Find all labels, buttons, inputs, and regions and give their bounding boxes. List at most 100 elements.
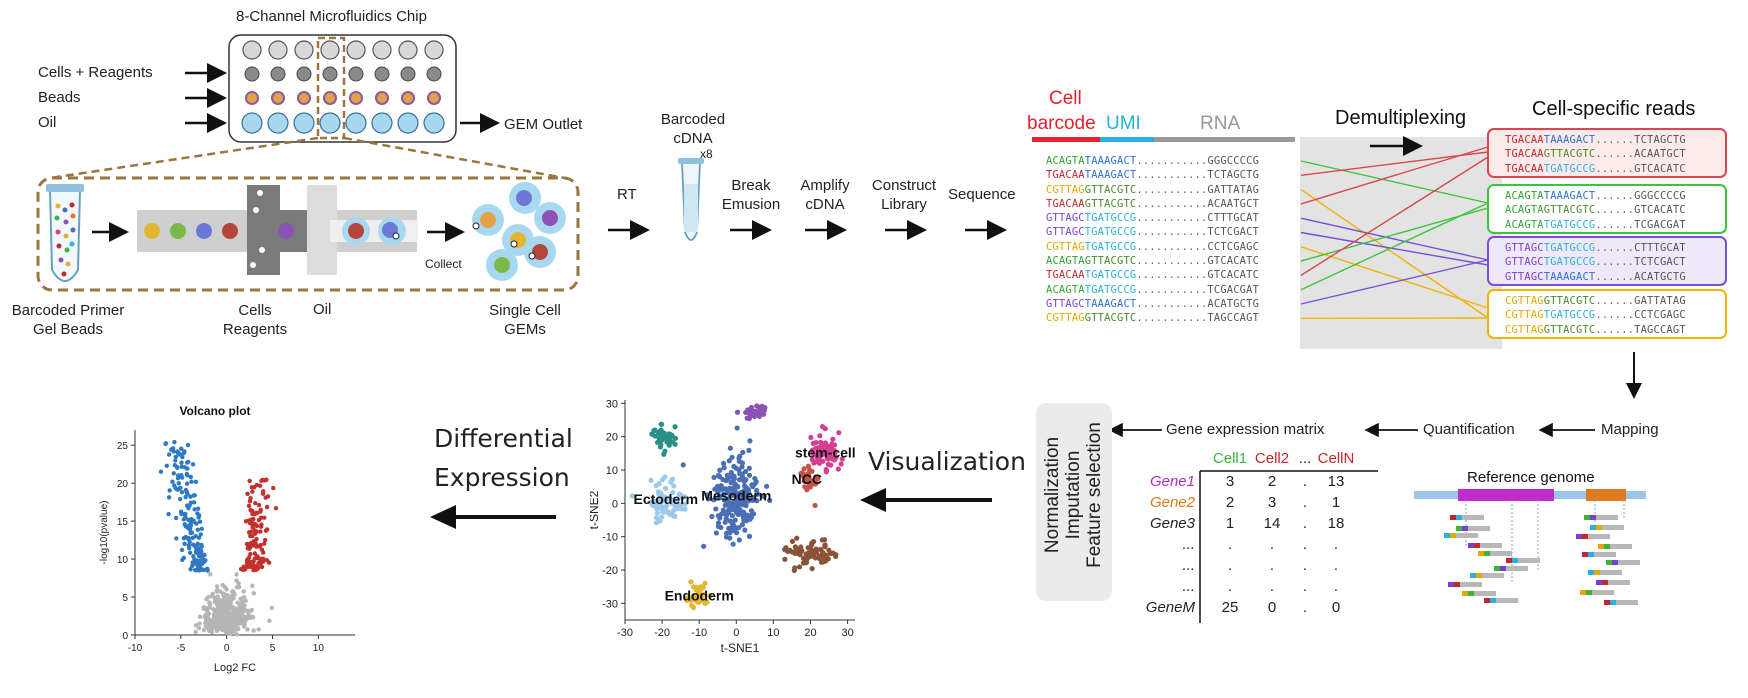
mapped-read	[1470, 573, 1504, 578]
tsne-point	[732, 481, 738, 487]
tsne-point	[810, 538, 817, 545]
volcano-point-down	[192, 557, 197, 562]
volcano-point-ns	[237, 606, 243, 611]
tsne-point	[814, 475, 820, 482]
tsne-point	[653, 520, 659, 526]
volcano-point-up	[258, 509, 263, 514]
tsne-point	[720, 460, 727, 467]
volcano-point-down	[194, 521, 199, 526]
volcano-y-tick: 15	[117, 517, 129, 528]
volcano-point-ns	[193, 623, 199, 628]
mapped-read	[1444, 533, 1478, 538]
volcano-point-ns	[238, 620, 244, 626]
matrix-cell: .	[1302, 599, 1308, 616]
tsne-point	[699, 597, 706, 604]
tsne-point	[748, 404, 755, 411]
matrix-cell: .	[1333, 578, 1339, 595]
tsne-point	[751, 413, 758, 419]
read-row: GTTAGCTGATGCCG...........CTTTGCAT	[1046, 212, 1260, 225]
tsne-point	[739, 522, 745, 528]
volcano-point-up	[264, 504, 270, 510]
read-row: TGACAATAAAGACT...........TCTAGCTG	[1046, 169, 1260, 182]
rna-label: RNA	[1200, 113, 1241, 134]
volcano-point-up	[258, 529, 263, 534]
tsne-point	[752, 475, 758, 482]
volcano-point-ns	[197, 621, 202, 626]
volcano-point-down	[181, 555, 187, 561]
volcano-point-up	[245, 491, 250, 496]
tsne-point	[724, 530, 730, 536]
read-group-box: ACAGTATAAAGACT......GGGCCCCG ACAGTAGTTACG…	[1487, 184, 1727, 234]
read-row: CGTTAGTGATGCCG......CCTCGAGC	[1505, 309, 1686, 322]
volcano-point-down	[166, 495, 172, 500]
volcano-point-up	[260, 550, 266, 555]
volcano-point-ns	[201, 627, 207, 633]
tsne-point	[732, 517, 738, 523]
volcano-point-down	[173, 458, 178, 463]
matrix-row-label: ...	[1182, 578, 1195, 595]
read-row: GTTAGCTAAAGACT...........ACATGCTG	[1046, 297, 1260, 310]
expression-label: Expression	[434, 463, 570, 492]
volcano-point-down	[194, 550, 199, 555]
volcano-point-down	[185, 491, 190, 496]
volcano-point-up	[260, 477, 265, 483]
tsne-point	[742, 468, 749, 475]
matrix-row-label: Gene3	[1149, 515, 1195, 532]
gel-beads-label: Barcoded Primer Gel Beads	[11, 302, 125, 338]
tsne-point	[721, 465, 727, 471]
tsne-point	[733, 465, 739, 471]
tsne-point	[808, 546, 814, 553]
tsne-point	[736, 494, 742, 500]
mapped-read	[1598, 544, 1632, 549]
cells-reagents-label: Cells Reagents	[222, 302, 288, 338]
volcano-point-ns	[212, 608, 218, 613]
read-row: ACAGTATAAAGACT......GGGCCCCG	[1505, 190, 1686, 202]
demux-line	[1300, 217, 1489, 261]
cell-specific-reads-label: Cell-specific reads	[1532, 98, 1696, 120]
volcano-point-ns	[201, 606, 207, 611]
volcano-point-ns	[193, 629, 198, 635]
tsne-point	[737, 471, 743, 477]
volcano-point-down	[193, 534, 198, 539]
matrix-cell: .	[1333, 536, 1339, 553]
volcano-point-up	[250, 489, 255, 494]
tsne-point	[704, 492, 710, 498]
volcano-point-down	[166, 452, 172, 457]
tsne-point	[839, 456, 845, 462]
volcano-point-ns	[216, 623, 222, 628]
tsne-point	[796, 564, 803, 570]
volcano-point-down	[173, 454, 178, 460]
read-row: ACAGTAGTTACGTC......GTCACATC	[1505, 204, 1686, 217]
read-row: ACAGTATAAAGACT...........GGGCCCCG	[1046, 155, 1260, 167]
tsne-point	[658, 436, 664, 442]
demux-line	[1300, 259, 1489, 305]
tsne-point	[688, 579, 694, 585]
tsne-point	[734, 425, 740, 431]
volcano-point-down	[190, 462, 196, 467]
volcano-point-ns	[207, 602, 213, 607]
tsne-point	[807, 553, 813, 559]
processing-box	[1036, 403, 1112, 601]
volcano-point-down	[195, 506, 201, 511]
tsne-point	[671, 483, 677, 489]
volcano-point-down	[203, 558, 208, 563]
tsne-point	[725, 476, 731, 482]
barcode-label: barcode	[1027, 113, 1096, 134]
tsne-point	[743, 502, 749, 509]
raw-reads-list: ACAGTATAAAGACT...........GGGCCCCG TGACAAT…	[1046, 154, 1259, 326]
tsne-point	[647, 499, 654, 505]
tsne-point	[818, 559, 825, 565]
volcano-point-up	[253, 501, 258, 506]
mapped-read	[1596, 580, 1630, 585]
volcano-point-down	[198, 532, 203, 537]
volcano-point-ns	[242, 621, 247, 627]
volcano-point-ns	[234, 632, 239, 637]
volcano-y-tick: 25	[117, 441, 129, 452]
read-row: GTTAGCTGATGCCG......CTTTGCAT	[1505, 242, 1686, 254]
tsne-point	[742, 527, 748, 533]
volcano-point-up	[254, 553, 259, 559]
tsne-point	[653, 515, 660, 521]
volcano-point-ns	[210, 591, 215, 597]
volcano-point-down	[173, 485, 178, 491]
volcano-point-ns	[220, 599, 225, 604]
